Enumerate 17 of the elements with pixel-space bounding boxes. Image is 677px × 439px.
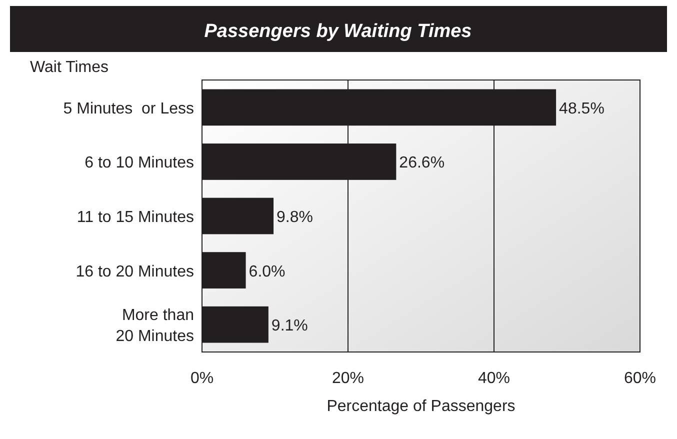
data-label: 6.0% xyxy=(248,263,286,280)
data-label: 9.8% xyxy=(276,209,314,226)
y-axis-title: Wait Times xyxy=(30,59,109,76)
x-tick-label: 40% xyxy=(478,370,510,387)
y-tick-label: 5 Minutes or Less xyxy=(63,100,194,118)
x-tick-label: 0% xyxy=(190,370,214,387)
chart-title: Passengers by Waiting Times xyxy=(204,21,472,42)
data-label: 9.1% xyxy=(271,318,308,335)
y-tick-label: 16 to 20 Minutes xyxy=(76,263,194,280)
y-tick-label: 11 to 15 Minutes xyxy=(76,209,194,226)
data-label: 48.5% xyxy=(559,100,604,118)
y-tick-label: More than 20 Minutes xyxy=(116,307,194,346)
x-tick-label: 60% xyxy=(624,370,656,387)
data-label: 26.6% xyxy=(399,154,445,172)
y-tick-label: 6 to 10 Minutes xyxy=(84,154,194,172)
x-tick-label: 20% xyxy=(332,370,364,387)
x-axis-title: Percentage of Passengers xyxy=(326,398,516,415)
